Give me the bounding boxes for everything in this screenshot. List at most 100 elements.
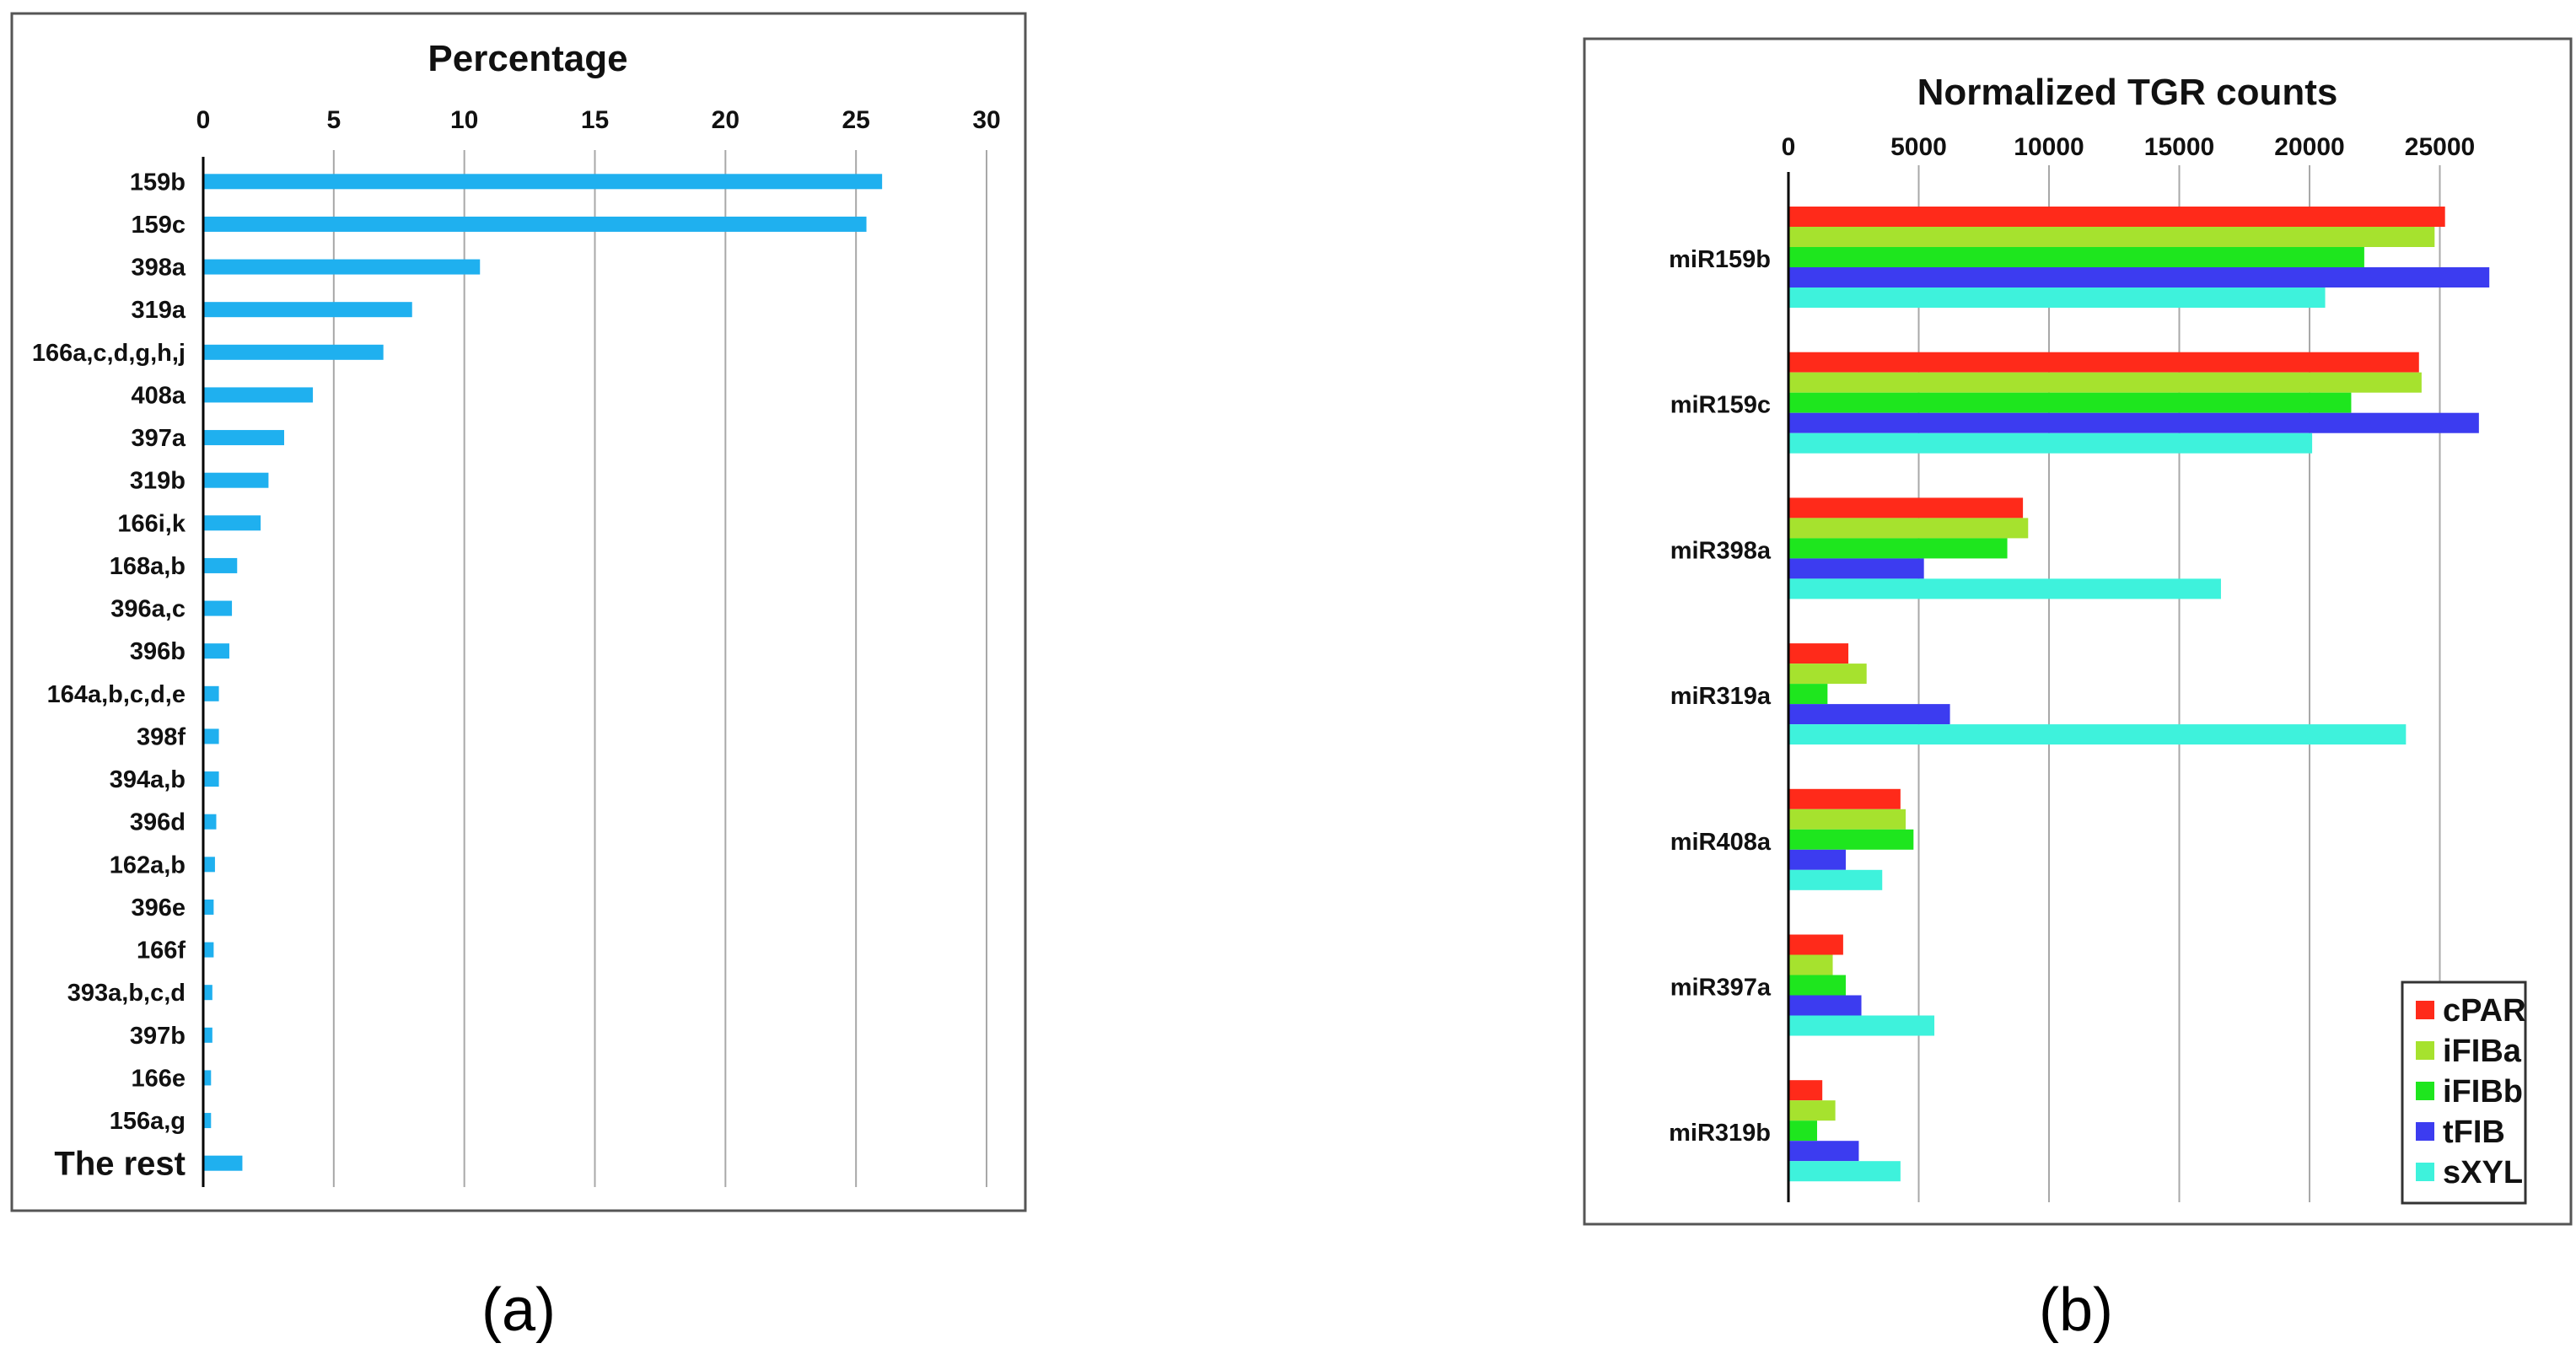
panel-b-bar-iFIBb: [1788, 829, 1914, 850]
panel-a-category-label: 396e: [131, 895, 186, 921]
panel-a-category-labels: 159b 159c 398a 319a 166a,c,d,g,h,j 408a 397a 31…: [32, 169, 186, 1182]
panel-b-title: Normalized TGR counts: [1917, 72, 2338, 113]
panel-a-category-label: 164a,b,c,d,e: [47, 681, 186, 708]
panel-a-x-tick-label: 0: [196, 106, 211, 134]
panel-a-bar: [203, 1070, 212, 1086]
panel-a-bar: [203, 387, 314, 403]
panel-a-bar: [203, 728, 219, 744]
panel-b-bars: [1788, 207, 2490, 1182]
panel-a-bar: [203, 899, 214, 915]
panel-a-category-label: 166i,k: [117, 510, 186, 537]
panel-b-bar-iFIBa: [1788, 664, 1867, 685]
panel-a-x-tick-label: 15: [581, 106, 609, 134]
panel-a-bar: [203, 430, 284, 446]
panel-b-bar-cPAR: [1788, 207, 2445, 227]
panel-a-category-label: 319a: [131, 297, 186, 324]
panel-b-bar-tFIB: [1788, 704, 1950, 725]
panel-b-bar-sXYL: [1788, 869, 1883, 890]
panel-a-bar: [203, 1027, 212, 1043]
panel-b-category-label: miR159c: [1670, 392, 1771, 419]
panel-a-category-label: 156a,g: [110, 1108, 186, 1135]
panel-b-bar-iFIBa: [1788, 372, 2422, 393]
panel-b-bar-cPAR: [1788, 1080, 1823, 1101]
panel-a-gridlines: [332, 150, 987, 1187]
panel-a-category-label: 398a: [131, 255, 186, 282]
panel-b-bar-cPAR: [1788, 788, 1901, 809]
panel-b-legend-swatch-tFIB: [2416, 1122, 2434, 1141]
panel-b-bar-iFIBa: [1788, 1100, 1836, 1121]
panel-a-category-label: 159b: [130, 169, 186, 196]
panel-a-bar: [203, 1155, 243, 1171]
panel-a-x-tick-label: 20: [712, 106, 739, 134]
panel-b-bar-sXYL: [1788, 578, 2221, 599]
panel-b-category-label: miR319a: [1670, 683, 1772, 710]
panel-a-bar: [203, 472, 269, 488]
panel-b-bar-iFIBa: [1788, 809, 1906, 830]
panel-b-bar-iFIBa: [1788, 518, 2029, 539]
panel-b-x-tick-label: 20000: [2274, 133, 2344, 161]
panel-b-category-labels: miR159b miR159c miR398a miR319a miR408a miR39…: [1669, 246, 1772, 1147]
panel-b-bar-sXYL: [1788, 724, 2407, 745]
panel-b-bar-cPAR: [1788, 643, 1849, 664]
panel-b-bar-sXYL: [1788, 433, 2313, 454]
panel-a-category-label: 396b: [130, 638, 186, 665]
panel-b-bar-cPAR: [1788, 934, 1843, 955]
panel-b-x-tick-label: 5000: [1890, 133, 1947, 161]
panel-a-category-label: 394a,b: [110, 766, 186, 793]
panel-a-category-label: 397a: [131, 425, 186, 452]
panel-a-x-tick-label: 10: [450, 106, 478, 134]
panel-b-gridlines: [1917, 165, 2441, 1202]
panel-a-percentage-chart: Percentage 0 5 10 15 20 25 30 159b 159c 398a 319a…: [10, 12, 1027, 1212]
panel-a-bar: [203, 985, 212, 1001]
panel-b-bar-iFIBa: [1788, 954, 1833, 975]
panel-b-bar-tFIB: [1788, 849, 1846, 870]
panel-a-category-label: 398f: [137, 723, 186, 750]
panel-a-category-label: 393a,b,c,d: [67, 980, 186, 1007]
panel-b-bar-tFIB: [1788, 558, 1924, 579]
panel-b-x-tick-label: 15000: [2144, 133, 2214, 161]
panel-a-category-label: 319b: [130, 468, 186, 495]
panel-a-label: (a): [481, 1276, 556, 1344]
panel-b-bar-tFIB: [1788, 995, 1862, 1016]
panel-a-bar: [203, 857, 215, 873]
panel-a-x-tick-label: 30: [972, 106, 1000, 134]
panel-a-category-label: 166e: [131, 1065, 186, 1092]
panel-a-bar: [203, 302, 412, 318]
panel-a-bar: [203, 643, 229, 659]
panel-a-category-label: 396d: [130, 809, 186, 836]
panel-b-bar-iFIBb: [1788, 684, 1828, 705]
panel-a-bars: [203, 174, 883, 1171]
panel-b-bar-cPAR: [1788, 352, 2419, 373]
panel-a-title: Percentage: [428, 38, 627, 79]
panel-a-bar: [203, 814, 217, 830]
panel-b-bar-tFIB: [1788, 1141, 1859, 1162]
panel-b-bar-sXYL: [1788, 1015, 1935, 1036]
panel-a-x-tick-label: 5: [326, 106, 341, 134]
panel-a-bar: [203, 942, 214, 958]
panel-a-category-label: 166f: [137, 938, 186, 964]
panel-a-category-label: 396a,c: [110, 596, 186, 623]
panel-b-legend: cPAR iFIBa iFIBb tFIB sXYL: [2401, 981, 2527, 1205]
panel-a-category-label: 408a: [131, 382, 186, 409]
panel-b-x-tick-labels: 0 5000 10000 15000 20000 25000: [1782, 133, 2476, 161]
panel-b-bar-iFIBb: [1788, 538, 2008, 559]
panel-b-category-label: miR319b: [1669, 1120, 1771, 1147]
panel-b-bar-iFIBb: [1788, 392, 2352, 413]
panel-a-bar: [203, 344, 384, 360]
panel-b-legend-label-sXYL: sXYL: [2443, 1155, 2523, 1190]
panel-a-bar: [203, 600, 233, 616]
panel-b-legend-label-cPAR: cPAR: [2443, 993, 2526, 1029]
panel-b-legend-swatch-cPAR: [2416, 1001, 2434, 1019]
panel-b-legend-swatch-sXYL: [2416, 1163, 2434, 1181]
panel-b-bar-iFIBb: [1788, 1120, 1817, 1142]
panel-b-bar-iFIBa: [1788, 227, 2435, 247]
panel-a-category-label: The rest: [54, 1146, 186, 1183]
panel-b-legend-label-tFIB: tFIB: [2443, 1115, 2505, 1150]
panel-a-category-label: 162a,b: [110, 852, 186, 878]
panel-b-bar-sXYL: [1788, 287, 2326, 308]
panel-b-legend-label-iFIBa: iFIBa: [2443, 1034, 2522, 1069]
panel-a-bar: [203, 174, 883, 190]
panel-b-legend-label-iFIBb: iFIBb: [2443, 1074, 2523, 1110]
panel-b-tgr-chart: Normalized TGR counts 0 5000 10000 15000 200…: [1583, 37, 2573, 1226]
